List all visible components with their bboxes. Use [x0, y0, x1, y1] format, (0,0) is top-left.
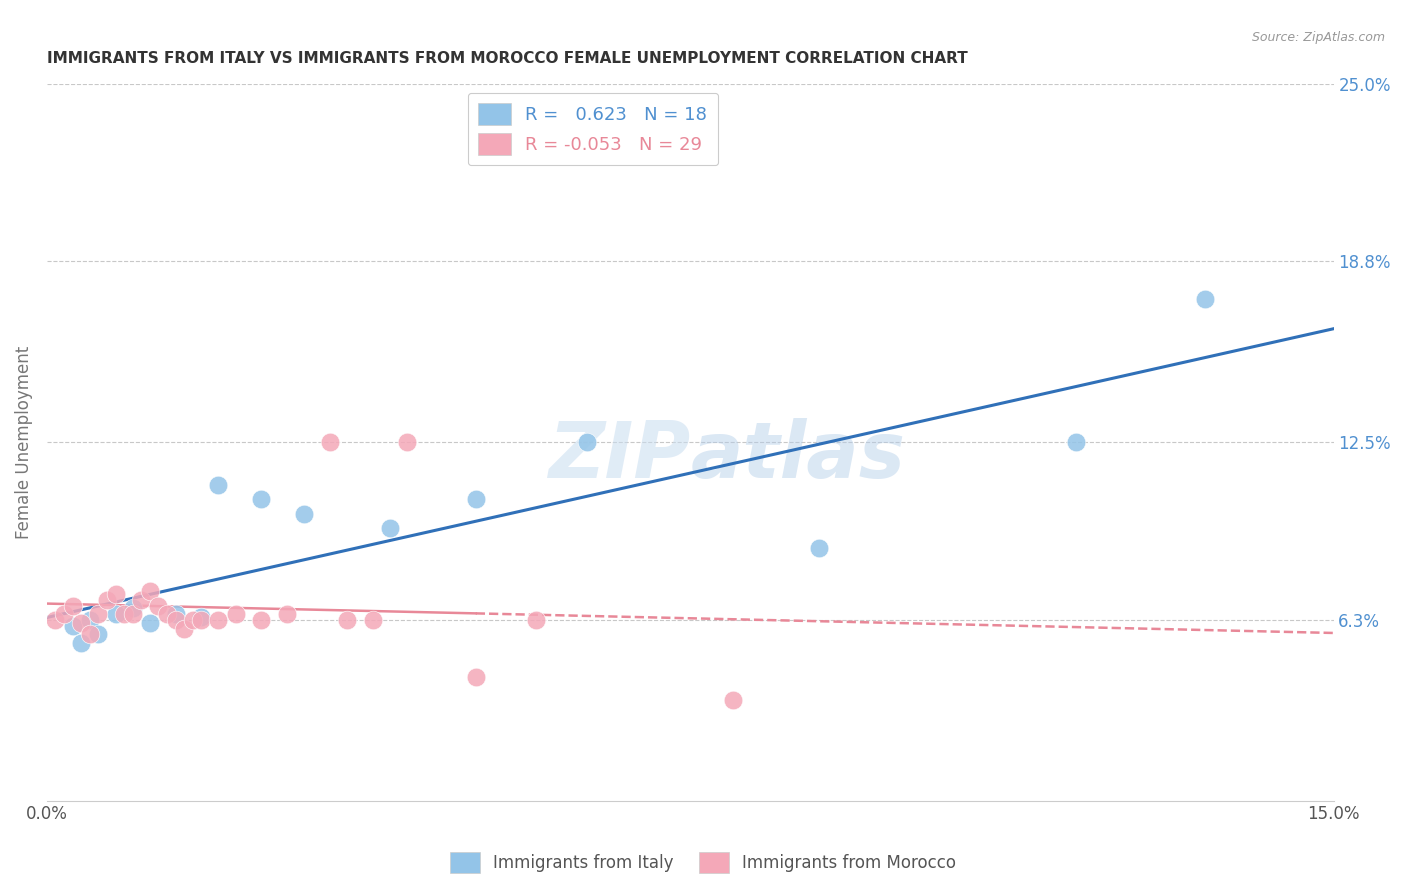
Text: IMMIGRANTS FROM ITALY VS IMMIGRANTS FROM MOROCCO FEMALE UNEMPLOYMENT CORRELATION: IMMIGRANTS FROM ITALY VS IMMIGRANTS FROM…: [46, 51, 967, 66]
Point: [87, 607, 110, 622]
Point: [156, 607, 179, 622]
Text: ZIP: ZIP: [548, 418, 690, 494]
Point: [79, 627, 101, 641]
Text: atlas: atlas: [690, 418, 905, 494]
Point: [165, 613, 187, 627]
Point: [378, 521, 401, 535]
Point: [190, 613, 212, 627]
Point: [464, 670, 486, 684]
Point: [104, 607, 127, 622]
Point: [96, 592, 118, 607]
Point: [173, 622, 195, 636]
Point: [62, 618, 84, 632]
Point: [139, 584, 162, 599]
Point: [276, 607, 298, 622]
Point: [225, 607, 247, 622]
Point: [1194, 292, 1216, 306]
Point: [62, 599, 84, 613]
Point: [1064, 435, 1087, 450]
Point: [807, 541, 830, 556]
Point: [44, 613, 66, 627]
Point: [464, 492, 486, 507]
Point: [336, 613, 359, 627]
Point: [53, 607, 76, 622]
Point: [190, 610, 212, 624]
Point: [181, 613, 204, 627]
Point: [70, 636, 93, 650]
Point: [139, 615, 162, 630]
Point: [79, 613, 101, 627]
Point: [121, 601, 143, 615]
Point: [292, 507, 315, 521]
Point: [396, 435, 419, 450]
Point: [721, 693, 744, 707]
Point: [576, 435, 599, 450]
Point: [207, 613, 229, 627]
Point: [87, 627, 110, 641]
Point: [104, 587, 127, 601]
Point: [524, 613, 547, 627]
Point: [250, 613, 273, 627]
Point: [121, 607, 143, 622]
Point: [112, 607, 135, 622]
Point: [129, 592, 152, 607]
Point: [165, 607, 187, 622]
Legend: R =   0.623   N = 18, R = -0.053   N = 29: R = 0.623 N = 18, R = -0.053 N = 29: [468, 93, 718, 166]
Point: [361, 613, 384, 627]
Point: [319, 435, 342, 450]
Point: [70, 615, 93, 630]
Legend: Immigrants from Italy, Immigrants from Morocco: Immigrants from Italy, Immigrants from M…: [443, 846, 963, 880]
Point: [250, 492, 273, 507]
Point: [207, 478, 229, 492]
Point: [148, 599, 170, 613]
Y-axis label: Female Unemployment: Female Unemployment: [15, 345, 32, 539]
Text: Source: ZipAtlas.com: Source: ZipAtlas.com: [1251, 31, 1385, 45]
